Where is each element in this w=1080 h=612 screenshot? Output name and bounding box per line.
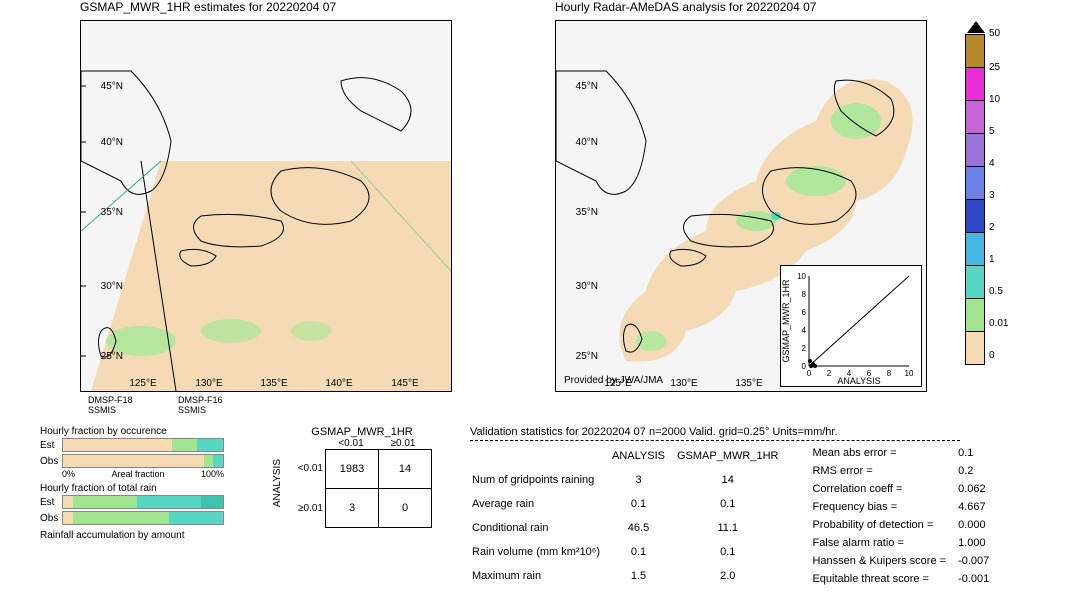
contingency-matrix: 198314 30 xyxy=(325,449,432,528)
fraction-title-1: Hourly fraction by occurence xyxy=(40,426,224,437)
svg-text:40°N: 40°N xyxy=(101,137,123,148)
svg-text:140°E: 140°E xyxy=(325,378,353,389)
svg-text:25°N: 25°N xyxy=(101,351,123,362)
left-map-title: GSMAP_MWR_1HR estimates for 20220204 07 xyxy=(80,0,336,14)
stats-left-table: ANALYSISGSMAP_MWR_1HR Num of gridpoints … xyxy=(470,443,790,589)
svg-text:125°E: 125°E xyxy=(129,378,157,389)
svg-text:40°N: 40°N xyxy=(576,137,598,148)
svg-text:2: 2 xyxy=(827,369,832,378)
svg-text:8: 8 xyxy=(802,290,807,299)
svg-text:ANALYSIS: ANALYSIS xyxy=(837,376,880,386)
map-credit: Provided by JWA/JMA xyxy=(564,375,663,386)
matrix-title: GSMAP_MWR_1HR xyxy=(292,426,432,438)
svg-text:4: 4 xyxy=(802,326,807,335)
svg-text:GSMAP_MWR_1HR: GSMAP_MWR_1HR xyxy=(781,279,791,363)
svg-text:10: 10 xyxy=(905,369,914,378)
bar-obs-1 xyxy=(62,454,224,468)
svg-text:35°N: 35°N xyxy=(576,207,598,218)
svg-text:30°N: 30°N xyxy=(101,281,123,292)
bar-est-2 xyxy=(62,495,224,509)
colorbar: 50 25 10 5 4 3 2 1 0.5 0.01 0 xyxy=(965,20,987,390)
svg-text:45°N: 45°N xyxy=(576,81,598,92)
svg-text:0: 0 xyxy=(802,362,807,371)
svg-text:0: 0 xyxy=(807,369,812,378)
scatter-inset: 0246810 0246810 ANALYSIS GSMAP_MWR_1HR xyxy=(780,265,922,387)
bar-est-1 xyxy=(62,438,224,452)
svg-text:10: 10 xyxy=(797,272,806,281)
left-map: 45°N 40°N 35°N 30°N 25°N 125°E 130°E 135… xyxy=(80,20,452,392)
fraction-title-2: Hourly fraction of total rain xyxy=(40,483,224,494)
svg-text:30°N: 30°N xyxy=(576,281,598,292)
svg-text:145°E: 145°E xyxy=(391,378,419,389)
svg-text:35°N: 35°N xyxy=(101,207,123,218)
validation-title: Validation statistics for 20220204 07 n=… xyxy=(470,426,1001,438)
svg-text:45°N: 45°N xyxy=(101,81,123,92)
bar-obs-2 xyxy=(62,511,224,525)
svg-text:25°N: 25°N xyxy=(576,351,598,362)
svg-text:8: 8 xyxy=(887,369,892,378)
sat-label-right: DMSP-F16 SSMIS xyxy=(178,395,223,415)
svg-text:2: 2 xyxy=(802,344,807,353)
fraction-title-3: Rainfall accumulation by amount xyxy=(40,530,224,541)
svg-text:135°E: 135°E xyxy=(735,378,763,389)
svg-text:135°E: 135°E xyxy=(260,378,288,389)
stats-right-table: Mean abs error =0.1 RMS error =0.2 Corre… xyxy=(810,443,1001,589)
sat-label-left: DMSP-F18 SSMIS xyxy=(88,395,133,415)
right-map-title: Hourly Radar-AMeDAS analysis for 2022020… xyxy=(555,0,816,14)
svg-text:130°E: 130°E xyxy=(670,378,698,389)
svg-text:130°E: 130°E xyxy=(195,378,223,389)
right-map: 45°N 40°N 35°N 30°N 25°N 125°E 130°E 135… xyxy=(555,20,927,392)
svg-text:6: 6 xyxy=(802,308,807,317)
